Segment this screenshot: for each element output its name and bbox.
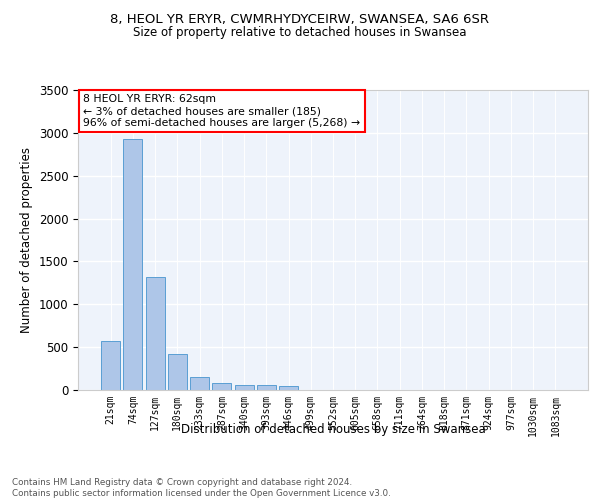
Bar bbox=[124, 139, 142, 390]
Y-axis label: Number of detached properties: Number of detached properties bbox=[20, 147, 33, 333]
Bar bbox=[190, 376, 209, 390]
Text: 8 HEOL YR ERYR: 62sqm
← 3% of detached houses are smaller (185)
96% of semi-deta: 8 HEOL YR ERYR: 62sqm ← 3% of detached h… bbox=[83, 94, 360, 128]
Bar bbox=[101, 341, 120, 390]
Bar bbox=[146, 278, 164, 390]
Bar bbox=[168, 354, 187, 390]
Bar bbox=[235, 385, 254, 390]
Text: Size of property relative to detached houses in Swansea: Size of property relative to detached ho… bbox=[133, 26, 467, 39]
Bar bbox=[257, 386, 276, 390]
Text: 8, HEOL YR ERYR, CWMRHYDYCEIRW, SWANSEA, SA6 6SR: 8, HEOL YR ERYR, CWMRHYDYCEIRW, SWANSEA,… bbox=[110, 12, 490, 26]
Text: Distribution of detached houses by size in Swansea: Distribution of detached houses by size … bbox=[181, 422, 485, 436]
Bar bbox=[212, 382, 231, 390]
Text: Contains HM Land Registry data © Crown copyright and database right 2024.
Contai: Contains HM Land Registry data © Crown c… bbox=[12, 478, 391, 498]
Bar bbox=[279, 386, 298, 390]
